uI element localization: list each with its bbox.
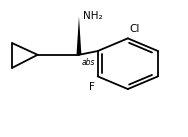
Text: F: F (89, 82, 95, 92)
Text: NH₂: NH₂ (83, 12, 102, 21)
Text: Cl: Cl (130, 24, 140, 34)
Polygon shape (77, 16, 81, 55)
Text: abs: abs (82, 58, 95, 67)
